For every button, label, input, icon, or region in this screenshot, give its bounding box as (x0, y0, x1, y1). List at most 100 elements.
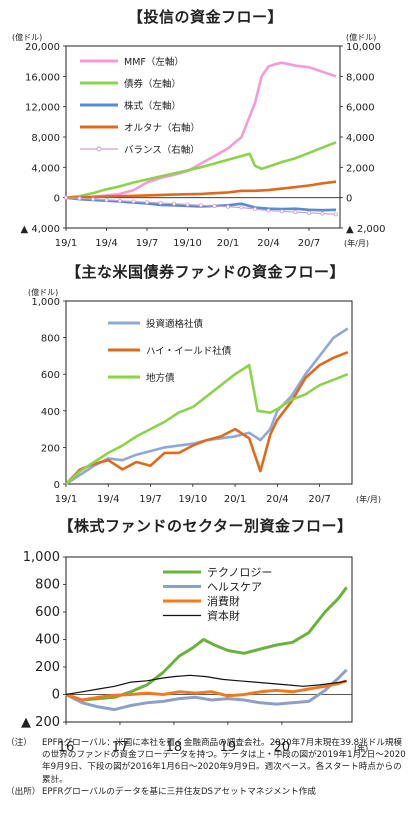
legend-label: 株式（左軸） (124, 100, 181, 112)
legend-label: 投資適格社債 (146, 318, 204, 330)
x-tick-label: 20/7 (308, 494, 330, 505)
series-marker (320, 211, 325, 216)
series-marker (225, 204, 230, 209)
series-line-3-3 (65, 679, 348, 702)
series-marker (185, 202, 190, 207)
x-tick-label: 20/4 (266, 494, 288, 505)
source-label: （出所） (6, 786, 41, 797)
x-tick-label: 20/4 (257, 238, 279, 249)
x-tick-label: 20/1 (217, 238, 239, 249)
x-tick-label: 19/4 (97, 494, 119, 505)
y-tick-label: 1,000 (31, 297, 60, 308)
source-row: （出所） EPFRグローバルのデータを基に三井住友DSアセットマネジメント作成 (6, 786, 406, 798)
series-marker (239, 205, 244, 210)
x-tick-label: 19/1 (55, 494, 77, 505)
x-tick-label: 19/7 (139, 494, 161, 505)
legend-label: 地方債 (146, 372, 175, 384)
series-line-2-3 (65, 363, 349, 485)
y-right-tick-label: 4,000 (346, 133, 375, 144)
legend-label: MMF（左軸） (124, 56, 184, 68)
series-marker (64, 195, 69, 200)
y-tick-label: 0 (54, 194, 60, 205)
plot-frame (65, 300, 353, 485)
series-marker (171, 201, 176, 206)
chart2-title: 【主な米国債券ファンドの資金フロー】 (65, 263, 345, 281)
y-right-tick-label: ▲ 2,000 (346, 224, 386, 235)
y-tick-label: 200 (35, 660, 60, 675)
y-tick-label: 600 (41, 370, 60, 381)
y-tick-label: 8,000 (31, 133, 60, 144)
x-tick-label: 19/1 (55, 238, 77, 249)
x-tick-label: 18 (166, 740, 183, 755)
legend-label: ハイ・イールド社債 (146, 345, 232, 357)
x-tick-label: 19 (220, 740, 237, 755)
legend-label: 消費財 (207, 594, 240, 608)
y-right-tick-label: 2,000 (346, 163, 375, 174)
note-label: （注） (6, 738, 32, 748)
legend-label: オルタナ（右軸） (124, 122, 200, 134)
legend-label: ヘルスケア (207, 581, 262, 594)
series-line-1-2 (65, 141, 337, 199)
series-marker (252, 207, 257, 212)
series-marker (77, 196, 82, 201)
y-tick-label: ▲ 4,000 (21, 224, 61, 235)
series-marker (306, 210, 311, 215)
series-line-3-2 (65, 668, 348, 712)
series-line-1-4 (65, 180, 337, 199)
chart2-svg: 0 200 400 600 800 1,000(億ドル) 19/1 19/4 19/7 19/10… (28, 287, 381, 505)
x-unit-label: (年/月) (356, 494, 381, 504)
x-tick-label: 19/10 (178, 494, 207, 505)
x-tick-label: 20/7 (298, 238, 320, 249)
y-tick-label: 400 (41, 407, 60, 418)
series-marker (279, 209, 284, 214)
y-tick-label: 20,000 (25, 42, 60, 53)
x-tick-label: 19/7 (136, 238, 158, 249)
series-marker (333, 212, 338, 217)
legend-label: テクノロジー (207, 566, 272, 579)
y-right-tick-label: 10,000 (346, 42, 381, 53)
note-row: （注） EPFRグローバル：米国に本社を置く金融商品の調査会社。2020年7月末… (6, 737, 406, 786)
series-marker (293, 210, 298, 215)
y-unit-label: (億ドル) (28, 287, 58, 297)
x-unit-label: (年/月) (344, 238, 369, 248)
series-marker (144, 200, 149, 205)
y-tick-label: 1,000 (23, 550, 60, 565)
y-tick-label: 4,000 (31, 163, 60, 174)
notes: （注） EPFRグローバル：米国に本社を置く金融商品の調査会社。2020年7月末… (6, 737, 406, 798)
x-tick-label: 19/4 (95, 238, 117, 249)
series-line-3-4 (65, 674, 347, 696)
chart3-svg: ▲ 200 0 200 400 600 800 1,000 16 17 18 19 20 (年) テクノロ… (21, 550, 368, 755)
y-unit-label: (億ドル) (12, 32, 42, 42)
x-tick-label: 16 (58, 740, 75, 755)
x-tick-label: 20 (274, 740, 291, 755)
x-tick-label: 17 (112, 740, 129, 755)
y-tick-label: 600 (35, 605, 60, 620)
y-tick-label: 800 (41, 334, 60, 345)
y-tick-label: ▲ 200 (21, 715, 60, 730)
y-tick-label: 200 (41, 443, 60, 454)
series-marker (158, 200, 163, 205)
series-marker (131, 199, 136, 204)
legend-marker (96, 146, 102, 152)
y-tick-label: 0 (52, 688, 60, 703)
x-unit-label: (年) (354, 743, 368, 753)
chart3-title: 【株式ファンドのセクター別資金フロー】 (58, 517, 353, 535)
y-right-unit-label: (億ドル) (346, 32, 376, 42)
series-line-1-1 (65, 61, 337, 201)
series-marker (212, 204, 217, 209)
series-marker (266, 208, 271, 213)
y-tick-label: 12,000 (25, 103, 60, 114)
y-right-tick-label: 0 (346, 194, 352, 205)
y-right-tick-label: 6,000 (346, 103, 375, 114)
series-line-2-2 (65, 350, 349, 485)
series-marker (117, 198, 122, 203)
legend-label: 資本財 (207, 609, 240, 623)
x-tick-label: 19/10 (173, 238, 202, 249)
y-right-tick-label: 8,000 (346, 72, 375, 83)
legend-label: バランス（右軸） (124, 144, 200, 156)
chart1-title: 【投信の資金フロー】 (127, 8, 283, 26)
note-text: EPFRグローバル：米国に本社を置く金融商品の調査会社。2020年7月末現在39… (42, 738, 406, 785)
chart1-svg: ▲ 4,00004,0008,00012,00016,00020,000(億ドル… (12, 32, 386, 249)
y-tick-label: 0 (54, 480, 60, 491)
